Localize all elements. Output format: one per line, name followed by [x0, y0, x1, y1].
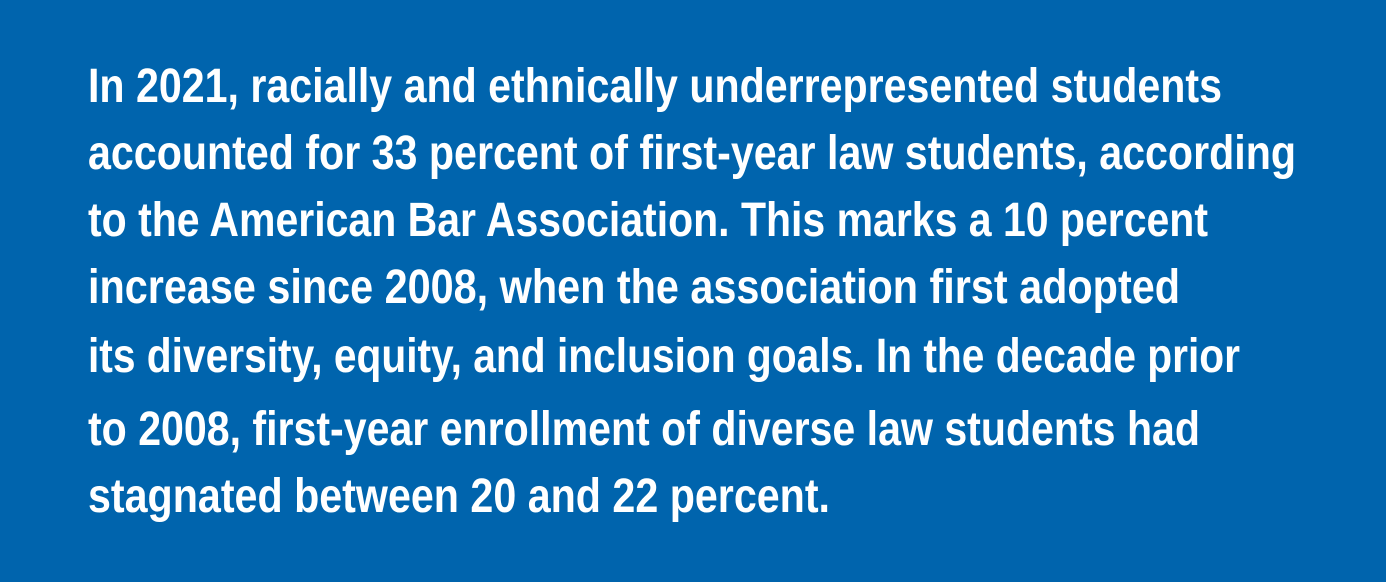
text-line: to the American Bar Association. This ma…: [88, 194, 1208, 247]
text-line: stagnated between 20 and 22 percent.: [88, 470, 830, 523]
text-line: increase since 2008, when the associatio…: [88, 261, 1180, 314]
text-line: accounted for 33 percent of first-year l…: [88, 127, 1296, 180]
text-line: its diversity, equity, and inclusion goa…: [88, 330, 1240, 383]
text-line: In 2021, racially and ethnically underre…: [88, 60, 1222, 113]
text-line: to 2008, first-year enrollment of divers…: [88, 403, 1200, 456]
